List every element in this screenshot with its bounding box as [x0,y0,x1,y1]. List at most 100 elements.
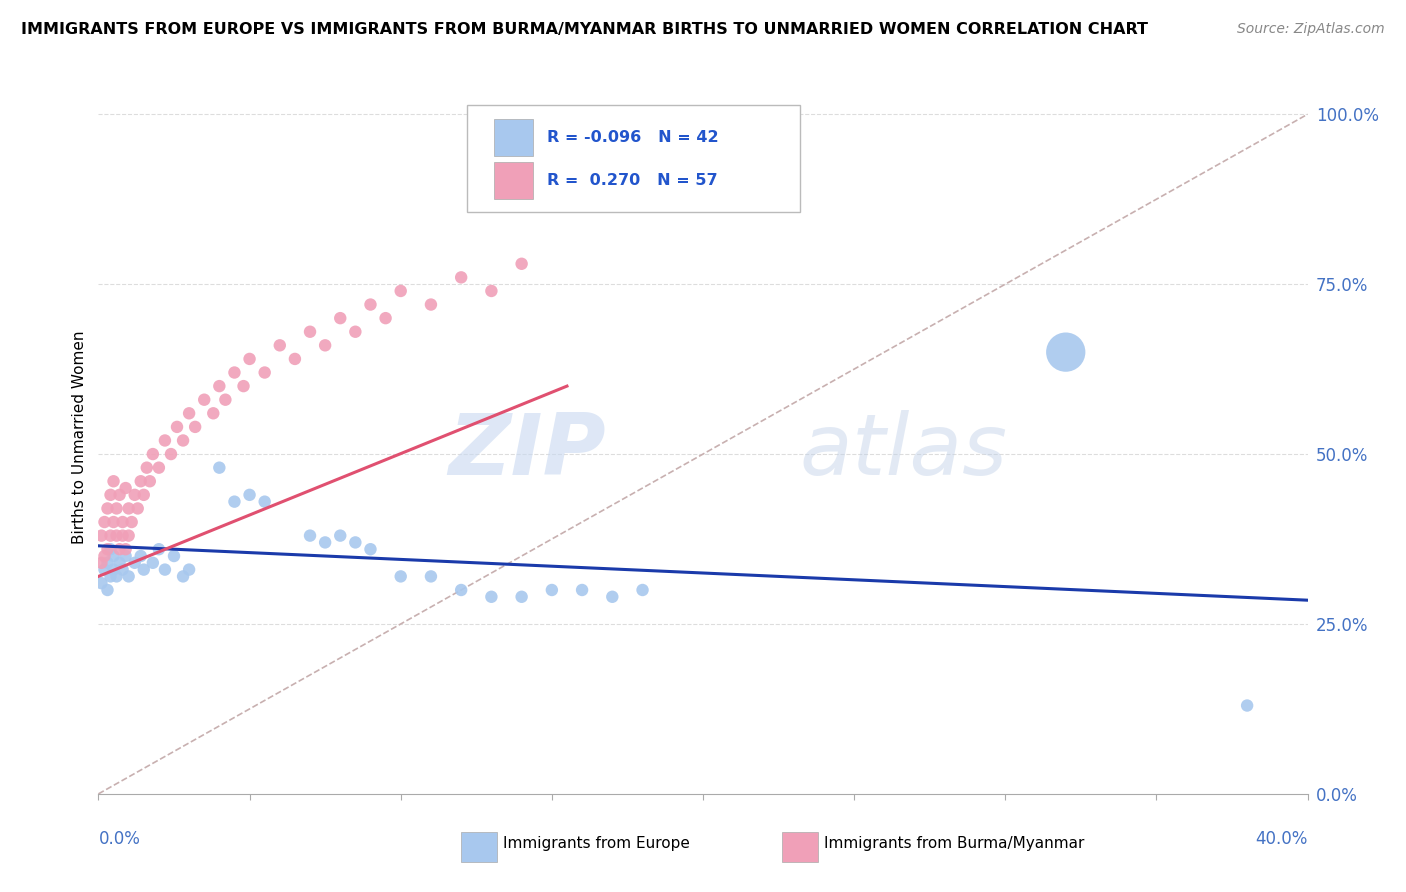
Point [510,590,533,604]
Point [202,406,225,420]
Point [118,528,141,542]
Point [389,569,412,583]
Point [153,434,176,448]
Point [314,535,336,549]
Point [344,535,367,549]
Point [214,392,236,407]
Point [148,460,170,475]
Point [129,475,152,489]
Text: 40.0%: 40.0% [1256,830,1308,847]
Point [299,325,322,339]
Point [124,488,146,502]
Point [450,270,472,285]
Point [253,494,276,508]
Point [540,582,562,597]
Point [1236,698,1258,713]
Point [118,501,141,516]
Point [142,556,165,570]
Point [100,569,122,583]
Point [284,351,307,366]
Point [269,338,291,352]
Point [344,325,367,339]
Point [114,549,136,563]
Point [360,297,382,311]
Point [111,528,134,542]
Point [329,311,352,326]
Text: 0.0%: 0.0% [98,830,141,847]
Text: R =  0.270   N = 57: R = 0.270 N = 57 [547,173,717,187]
Point [232,379,254,393]
Point [108,542,131,557]
Point [114,542,136,557]
Point [108,488,131,502]
Point [360,542,382,557]
Point [172,434,194,448]
Point [90,576,112,591]
Point [420,569,443,583]
Point [127,501,149,516]
Point [172,569,194,583]
Point [142,447,165,461]
Text: Immigrants from Burma/Myanmar: Immigrants from Burma/Myanmar [824,837,1084,851]
Point [105,569,128,583]
Point [602,590,624,604]
Point [160,447,183,461]
Point [208,379,231,393]
Point [93,563,115,577]
Point [299,528,322,542]
Point [129,549,152,563]
Point [100,528,122,542]
FancyBboxPatch shape [467,105,800,212]
Point [193,392,215,407]
Point [420,297,443,311]
Point [103,563,125,577]
Point [184,420,207,434]
Point [631,582,654,597]
Text: ZIP: ZIP [449,409,606,493]
Point [224,494,246,508]
Point [208,460,231,475]
Point [90,528,112,542]
Point [179,406,201,420]
Point [571,582,593,597]
Point [389,284,412,298]
Point [118,569,141,583]
Point [103,549,125,563]
Point [153,563,176,577]
Point [105,528,128,542]
Point [103,475,125,489]
Point [111,515,134,529]
Text: Immigrants from Europe: Immigrants from Europe [503,837,690,851]
Point [114,481,136,495]
Point [555,107,578,121]
Point [96,542,118,557]
Point [108,556,131,570]
Text: atlas: atlas [800,409,1008,493]
FancyBboxPatch shape [494,161,533,199]
Point [124,556,146,570]
Point [329,528,352,542]
Point [510,257,533,271]
Point [132,563,155,577]
Point [179,563,201,577]
Point [93,515,115,529]
Point [96,501,118,516]
Point [103,515,125,529]
Point [253,366,276,380]
Point [135,460,157,475]
Text: Source: ZipAtlas.com: Source: ZipAtlas.com [1237,22,1385,37]
Point [96,556,118,570]
Text: IMMIGRANTS FROM EUROPE VS IMMIGRANTS FROM BURMA/MYANMAR BIRTHS TO UNMARRIED WOME: IMMIGRANTS FROM EUROPE VS IMMIGRANTS FRO… [21,22,1149,37]
Point [450,582,472,597]
FancyBboxPatch shape [461,831,498,862]
Point [139,475,162,489]
Point [96,582,118,597]
Point [93,549,115,563]
Point [148,542,170,557]
Point [163,549,186,563]
FancyBboxPatch shape [782,831,818,862]
Point [111,563,134,577]
Point [121,515,143,529]
Point [100,542,122,557]
Point [224,366,246,380]
